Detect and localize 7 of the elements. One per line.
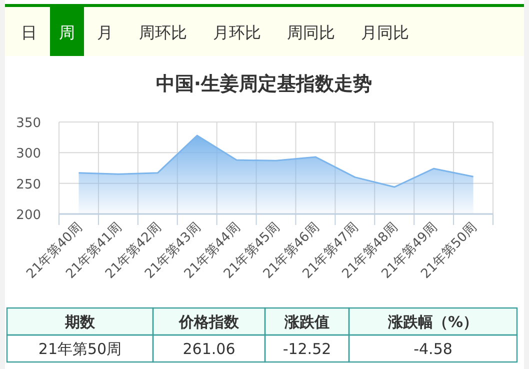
- y-tick-label: 300: [16, 146, 41, 162]
- chart-title: 中国·生姜周定基指数走势: [156, 73, 372, 95]
- y-tick-label: 250: [16, 177, 41, 192]
- tabs: 日 周 月 周环比 月环比 周同比 月同比: [5, 4, 524, 56]
- y-tick-label: 200: [16, 208, 41, 223]
- table: 期数 价格指数 涨跌值 涨跌幅（%） 21年第50周 261.06 -12.52 -4.58: [6, 307, 518, 363]
- y-tick-label: 350: [16, 116, 41, 131]
